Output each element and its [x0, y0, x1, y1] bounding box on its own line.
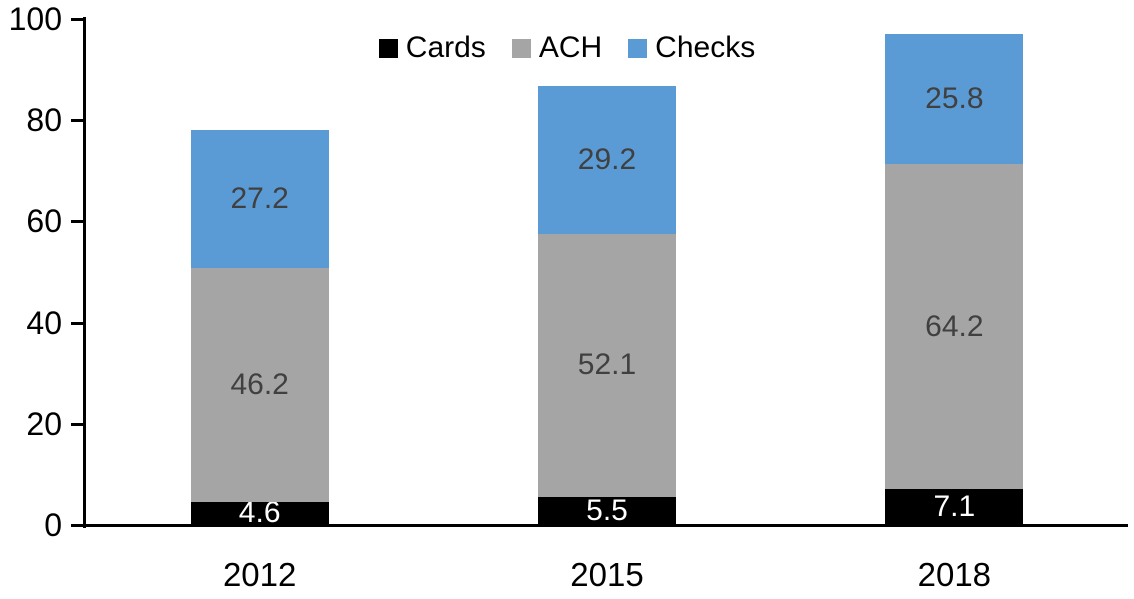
legend-label-cards: Cards [405, 31, 486, 64]
bar-segment-cards-2015 [538, 497, 676, 525]
y-axis-tick-label: 0 [44, 507, 62, 543]
legend-label-ach: ACH [538, 31, 603, 64]
y-axis-tick-label: 60 [26, 203, 62, 240]
data-label-cards-2018: 7.1 [933, 490, 976, 524]
legend-item-checks: Checks [628, 33, 755, 63]
y-axis-tick [71, 220, 83, 224]
bar-segment-ach-2012 [190, 267, 329, 502]
data-label-ach-2015: 52.1 [577, 348, 637, 382]
legend-label-checks: Checks [655, 31, 756, 64]
checks-swatch-icon [628, 38, 648, 58]
y-axis-tick-label: 80 [26, 102, 62, 139]
legend-item-ach: ACH [511, 31, 603, 64]
data-label-ach-2018: 64.2 [925, 309, 984, 343]
data-label-ach-2012: 46.2 [230, 367, 289, 401]
data-label-checks-2018: 25.8 [925, 81, 984, 115]
bar-segment-checks-2018 [885, 33, 1024, 165]
y-axis-tick-label: 40 [26, 304, 62, 341]
y-axis-tick [71, 119, 83, 123]
y-axis-line [83, 17, 86, 528]
ach-swatch-icon [511, 38, 531, 58]
y-axis-tick-label: 100 [8, 1, 62, 37]
data-label-cards-2015: 5.5 [586, 494, 628, 528]
y-axis-tick [71, 321, 83, 325]
data-label-checks-2015: 29.2 [577, 142, 637, 176]
bar-segment-checks-2012 [190, 130, 329, 268]
legend: Cards ACH Checks [0, 33, 1134, 63]
x-axis-category-label: 2015 [570, 556, 644, 593]
x-axis-category-label: 2018 [917, 556, 992, 593]
y-axis-tick [71, 524, 83, 527]
x-axis-line [71, 524, 1128, 527]
bar-segment-cards-2012 [190, 501, 329, 525]
y-axis-tick [71, 18, 83, 21]
data-label-checks-2012: 27.2 [230, 182, 289, 216]
bar-segment-ach-2015 [538, 233, 676, 498]
x-axis-category-label: 2012 [222, 556, 297, 593]
legend-item-cards: Cards [378, 31, 486, 64]
cards-swatch-icon [378, 38, 398, 58]
y-axis-tick-label: 20 [26, 405, 62, 442]
bar-segment-ach-2018 [885, 164, 1024, 490]
bar-segment-checks-2015 [538, 85, 676, 234]
y-axis-tick [71, 422, 83, 426]
data-label-cards-2012: 4.6 [238, 496, 281, 530]
bar-segment-cards-2018 [885, 489, 1024, 525]
